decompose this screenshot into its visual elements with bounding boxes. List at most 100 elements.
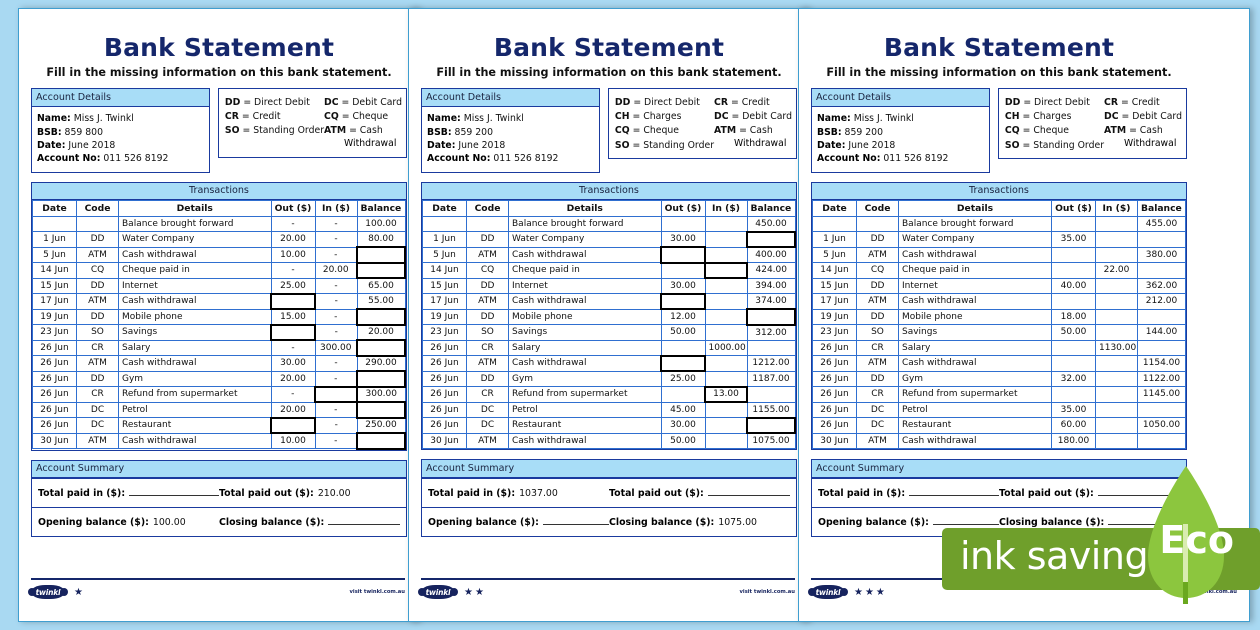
cell-code: ATM — [76, 432, 119, 450]
account-summary-heading: Account Summary — [32, 460, 406, 479]
table-row: 14 Jun CQ Cheque paid in -20.00 — [32, 261, 406, 280]
cell-balance[interactable] — [356, 246, 406, 264]
twinkl-logo: twinkl — [418, 585, 458, 599]
account-field-label: Account No: — [817, 153, 881, 165]
cell-in — [704, 417, 748, 434]
cell-balance[interactable] — [356, 339, 406, 357]
table-row: 15 Jun DD Internet 25.00-65.00 — [32, 277, 406, 295]
transactions-block: Transactions Date Code Details Out ($) In ($)… — [31, 181, 407, 451]
transactions-block: Transactions Date Code Details Out ($) In ($)… — [811, 181, 1187, 451]
cell-out[interactable] — [660, 246, 706, 264]
cell-balance[interactable] — [746, 416, 796, 435]
cell-details: Petrol — [898, 401, 1052, 419]
cell-details: Mobile phone — [508, 308, 662, 326]
cell-details: Cash withdrawal — [118, 432, 272, 450]
column-header-out: Out ($) — [660, 200, 706, 217]
page-title: Bank Statement — [103, 33, 335, 62]
table-row: 23 Jun SO Savings 50.00 312.00 — [422, 324, 796, 341]
worksheet-sheet-3[interactable]: Bank Statement Fill in the missing inform… — [798, 8, 1250, 622]
cell-out[interactable] — [270, 292, 316, 311]
cell-code: DD — [76, 370, 119, 388]
cell-date: 30 Jun — [812, 432, 857, 450]
summary-blank-line[interactable] — [932, 515, 999, 525]
cell-code: DD — [76, 231, 119, 248]
summary-value: 210.00 — [317, 488, 351, 500]
cell-in — [1095, 215, 1138, 233]
cell-balance[interactable] — [356, 308, 406, 326]
account-field-label: Date: — [37, 139, 66, 151]
cell-in — [704, 324, 748, 341]
cell-out[interactable] — [270, 323, 316, 342]
cell-out: 180.00 — [1051, 432, 1096, 450]
cell-in: - — [314, 215, 358, 233]
visit-link[interactable]: visit twinkl.com.au — [349, 589, 405, 595]
summary-blank-line[interactable] — [328, 515, 400, 526]
cell-details: Savings — [508, 324, 662, 341]
cell-date: 26 Jun — [812, 355, 857, 372]
visit-link[interactable]: visit twinkl.com.au — [1181, 589, 1237, 595]
summary-label: Closing balance ($): — [219, 517, 325, 529]
summary-blank-line[interactable] — [1108, 515, 1180, 525]
summary-value: 1037.00 — [519, 487, 558, 499]
cell-balance: 1155.00 — [746, 401, 796, 419]
summary-blank-line[interactable] — [129, 486, 219, 497]
cell-balance[interactable] — [356, 370, 406, 388]
code-key-grid: DD = Direct Debit CR = Credit SO = Standin… — [225, 93, 402, 149]
summary-field-closing_balance: Closing balance ($): — [219, 515, 400, 528]
worksheet-sheet-1[interactable]: Bank Statement Fill in the missing inform… — [18, 8, 418, 622]
summary-blank-line[interactable] — [1097, 486, 1180, 496]
code-key-item: CQ = Cheque — [614, 125, 679, 137]
account-field-date: Date: June 2018 — [427, 139, 506, 151]
cell-date: 23 Jun — [422, 324, 467, 341]
cell-code: ATM — [466, 355, 509, 372]
cell-code: DC — [76, 401, 119, 419]
cell-details: Gym — [898, 370, 1052, 388]
cell-date: 26 Jun — [32, 355, 77, 372]
cell-out[interactable] — [660, 292, 706, 311]
table-row: 5 Jun ATM Cash withdrawal 400.00 — [422, 246, 796, 264]
cell-balance[interactable] — [746, 308, 796, 326]
cell-in[interactable] — [314, 385, 358, 404]
table-row: 1 Jun DD Water Company 35.00 — [812, 231, 1186, 248]
table-row: 26 Jun DC Petrol 35.00 — [812, 401, 1186, 419]
cell-details: Cash withdrawal — [508, 432, 662, 450]
summary-blank-line[interactable] — [707, 486, 790, 496]
account-field-date: Date: June 2018 — [817, 139, 896, 151]
code-key-item: SO = Standing Order — [614, 139, 715, 151]
cell-in — [1095, 293, 1138, 310]
code-key-code: ATM — [714, 125, 737, 137]
cell-in[interactable]: 13.00 — [704, 385, 748, 404]
cell-code: CR — [466, 386, 509, 403]
leaf-icon — [1148, 466, 1224, 604]
account-field-name: Name: Miss J. Twinkl — [37, 113, 134, 125]
cell-balance[interactable] — [746, 230, 796, 249]
cell-in — [1095, 401, 1138, 419]
cell-code: CR — [76, 339, 119, 357]
cell-code — [856, 215, 899, 233]
cell-out: 60.00 — [1051, 417, 1096, 434]
cell-out: - — [270, 262, 316, 279]
cell-date: 17 Jun — [422, 293, 467, 310]
cell-date — [32, 215, 77, 233]
summary-blank-line[interactable] — [909, 486, 999, 496]
cell-balance[interactable] — [356, 432, 406, 450]
cell-balance[interactable] — [356, 401, 406, 419]
cell-out[interactable] — [270, 416, 316, 435]
cell-out[interactable] — [660, 354, 706, 373]
cell-balance[interactable] — [356, 261, 406, 280]
cell-balance: 380.00 — [1137, 246, 1186, 264]
summary-blank-line[interactable] — [542, 515, 609, 525]
account-details-box: Account Details Name: Miss J. Twinkl BSB: … — [421, 88, 600, 173]
cell-code: CQ — [466, 262, 509, 279]
cell-date: 1 Jun — [422, 231, 467, 248]
cell-balance: 20.00 — [356, 324, 406, 341]
cell-out — [660, 262, 706, 279]
cell-in: 1000.00 — [704, 339, 748, 357]
account-field-name: Name: Miss J. Twinkl — [817, 113, 914, 125]
column-header-details: Details — [508, 200, 662, 217]
cell-in[interactable] — [704, 261, 748, 280]
worksheet-sheet-2[interactable]: Bank Statement Fill in the missing inform… — [408, 8, 808, 622]
visit-link[interactable]: visit twinkl.com.au — [739, 589, 795, 595]
cell-code: DC — [856, 401, 899, 419]
cell-details: Water Company — [508, 231, 662, 248]
